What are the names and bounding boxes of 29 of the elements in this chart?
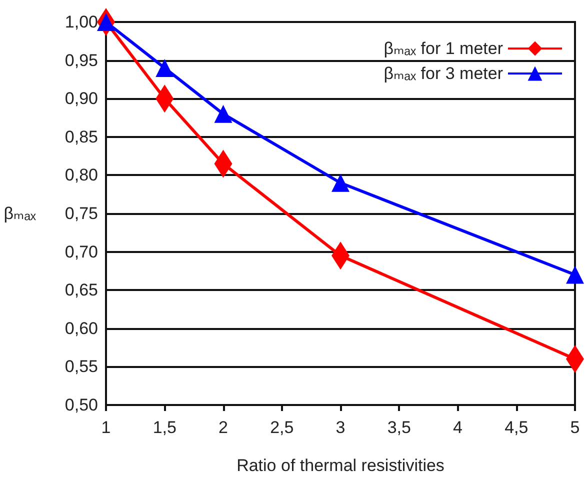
y-tick-label: 0,80 — [64, 166, 98, 185]
x-tick-label: 2,5 — [270, 418, 294, 437]
x-tick-label: 4,5 — [504, 418, 528, 437]
point — [332, 174, 350, 192]
y-tick-label: 0,95 — [64, 50, 98, 70]
y-tick-label: 0,85 — [64, 127, 98, 146]
x-tick-label: 5 — [570, 418, 580, 437]
x-tick-label: 3,5 — [387, 418, 411, 437]
y-tick-label: 0,75 — [64, 204, 98, 223]
point — [156, 58, 174, 77]
point — [214, 104, 232, 123]
x-tick-label: 4 — [453, 418, 462, 437]
y-tick-label: 0,55 — [64, 357, 98, 376]
point — [97, 13, 115, 31]
x-axis-title: Ratio of thermal resistivities — [236, 456, 444, 475]
x-tick-label: 1,5 — [152, 418, 176, 437]
legend-label: βₘₐₓ for 1 meter — [384, 39, 504, 58]
x-tick-label: 2 — [218, 418, 228, 437]
y-axis-title: βₘₐₓ — [4, 204, 36, 223]
y-tick-label: 0,50 — [64, 396, 98, 414]
y-tick-label: 0,70 — [64, 242, 98, 262]
y-tick-label: 0,65 — [64, 280, 98, 300]
y-tick-label: 0,60 — [64, 318, 98, 338]
y-tick-label: 1,00 — [64, 12, 98, 32]
x-tick-label: 1 — [101, 418, 111, 437]
x-tick-label: 3 — [336, 418, 346, 437]
y-tick-label: 0,90 — [64, 89, 98, 108]
legend-label: βₘₐₓ for 3 meter — [384, 64, 504, 83]
point — [566, 266, 584, 284]
